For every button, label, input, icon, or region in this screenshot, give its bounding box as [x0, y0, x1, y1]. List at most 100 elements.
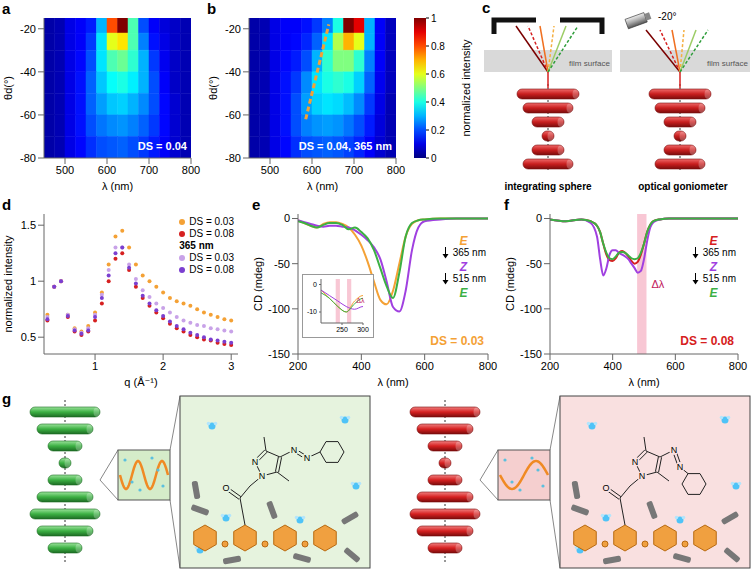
svg-text:g: g: [2, 390, 11, 407]
svg-text:normalized intensity: normalized intensity: [460, 39, 472, 137]
html-text:Z: Z: [459, 260, 468, 274]
svg-text:1.5: 1.5: [21, 219, 36, 231]
svg-text:0: 0: [284, 212, 290, 224]
svg-text:CD (mdeg): CD (mdeg): [504, 257, 516, 311]
html-text:a: a: [2, 0, 11, 17]
html-text:Z: Z: [709, 260, 718, 274]
svg-text:0: 0: [536, 212, 542, 224]
html-text:b: b: [207, 0, 217, 17]
html-text:365 nm: 365 nm: [179, 240, 214, 251]
svg-text:θd(°): θd(°): [207, 76, 219, 100]
svg-text:-100: -100: [520, 303, 542, 315]
svg-text:-150: -150: [520, 348, 542, 360]
svg-text:N: N: [252, 457, 259, 467]
svg-text:0: 0: [431, 153, 437, 164]
svg-text:1: 1: [92, 360, 98, 372]
svg-text:-40: -40: [20, 66, 36, 78]
html-text:DS = 0.03: DS = 0.03: [189, 252, 234, 263]
svg-text:0.5: 0.5: [21, 331, 36, 343]
html-text:E: E: [459, 286, 468, 300]
svg-text:Δλ: Δλ: [356, 297, 365, 304]
html-text:515 nm: 515 nm: [702, 273, 736, 284]
svg-text:700: 700: [140, 164, 158, 176]
html-text:DS = 0.03: DS = 0.03: [189, 216, 234, 227]
svg-text:film surface: film surface: [569, 59, 610, 68]
svg-text:200: 200: [541, 360, 559, 372]
svg-text:-40: -40: [225, 66, 241, 78]
svg-text:0: 0: [313, 281, 317, 288]
html-text:DS = 0.04, 365 nm: DS = 0.04, 365 nm: [298, 140, 392, 152]
svg-text:800: 800: [729, 360, 747, 372]
svg-text:400: 400: [352, 360, 370, 372]
svg-text:-60: -60: [20, 109, 36, 121]
svg-text:800: 800: [182, 164, 200, 176]
html-text:365 nm: 365 nm: [702, 247, 736, 258]
svg-text:integrating sphere: integrating sphere: [504, 181, 592, 192]
svg-text:λ (nm): λ (nm): [307, 180, 338, 192]
svg-text:q (Å⁻¹): q (Å⁻¹): [124, 376, 157, 388]
svg-text:600: 600: [415, 360, 433, 372]
svg-text:N: N: [671, 445, 678, 455]
svg-text:0.2: 0.2: [431, 125, 445, 136]
svg-text:N: N: [304, 453, 311, 463]
svg-text:700: 700: [345, 164, 363, 176]
svg-text:-60: -60: [225, 109, 241, 121]
html-text:DS = 0.08: DS = 0.08: [189, 228, 234, 239]
svg-text:normalized intensity: normalized intensity: [2, 235, 14, 333]
svg-text:600: 600: [303, 164, 321, 176]
svg-text:0.6: 0.6: [431, 69, 445, 80]
svg-text:N: N: [639, 471, 646, 481]
svg-text:optical goniometer: optical goniometer: [638, 181, 728, 192]
svg-text:3: 3: [228, 360, 234, 372]
svg-text:-50: -50: [274, 258, 290, 270]
svg-text:λ (nm): λ (nm): [628, 376, 659, 388]
svg-text:-50: -50: [526, 258, 542, 270]
svg-text:800: 800: [387, 164, 405, 176]
html-text:E: E: [709, 234, 718, 248]
svg-text:600: 600: [666, 360, 684, 372]
svg-text:-20°: -20°: [658, 11, 676, 22]
svg-text:N: N: [677, 462, 684, 472]
html-text:e: e: [252, 196, 261, 213]
svg-text:N: N: [291, 445, 298, 455]
svg-text:-80: -80: [20, 152, 36, 164]
svg-text:1: 1: [431, 13, 437, 24]
html-text:E: E: [459, 234, 468, 248]
html-text:DS = 0.03: DS = 0.03: [430, 334, 484, 348]
svg-text:-100: -100: [268, 303, 290, 315]
svg-text:0.8: 0.8: [431, 41, 445, 52]
svg-text:N: N: [259, 471, 266, 481]
svg-text:-80: -80: [225, 152, 241, 164]
svg-text:-150: -150: [268, 348, 290, 360]
svg-text:0.4: 0.4: [431, 97, 445, 108]
svg-text:-20: -20: [225, 23, 241, 35]
html-text:DS = 0.08: DS = 0.08: [189, 264, 234, 275]
svg-text:O: O: [602, 483, 609, 493]
svg-text:c: c: [482, 0, 490, 16]
svg-text:800: 800: [479, 360, 497, 372]
svg-text:Δλ: Δλ: [652, 278, 665, 290]
html-text:515 nm: 515 nm: [452, 273, 486, 284]
html-text:365 nm: 365 nm: [452, 247, 486, 258]
svg-text:600: 600: [98, 164, 116, 176]
svg-text:film surface: film surface: [707, 59, 748, 68]
svg-text:250: 250: [336, 326, 348, 333]
svg-text:λ (nm): λ (nm): [102, 180, 133, 192]
html-text:DS = 0.04: DS = 0.04: [137, 140, 187, 152]
svg-text:2: 2: [160, 360, 166, 372]
svg-text:500: 500: [261, 164, 279, 176]
html-text:DS = 0.08: DS = 0.08: [680, 334, 734, 348]
svg-text:300: 300: [357, 326, 369, 333]
svg-text:400: 400: [603, 360, 621, 372]
svg-text:-20: -20: [20, 23, 36, 35]
svg-text:N: N: [632, 457, 639, 467]
html-text:d: d: [2, 196, 12, 213]
svg-text:λ (nm): λ (nm): [377, 376, 408, 388]
svg-text:1: 1: [30, 275, 36, 287]
svg-text:-10: -10: [307, 308, 317, 315]
svg-text:O: O: [222, 483, 229, 493]
svg-text:500: 500: [56, 164, 74, 176]
svg-text:200: 200: [289, 360, 307, 372]
svg-text:CD (mdeg): CD (mdeg): [252, 257, 264, 311]
svg-text:θd(°): θd(°): [2, 76, 14, 100]
